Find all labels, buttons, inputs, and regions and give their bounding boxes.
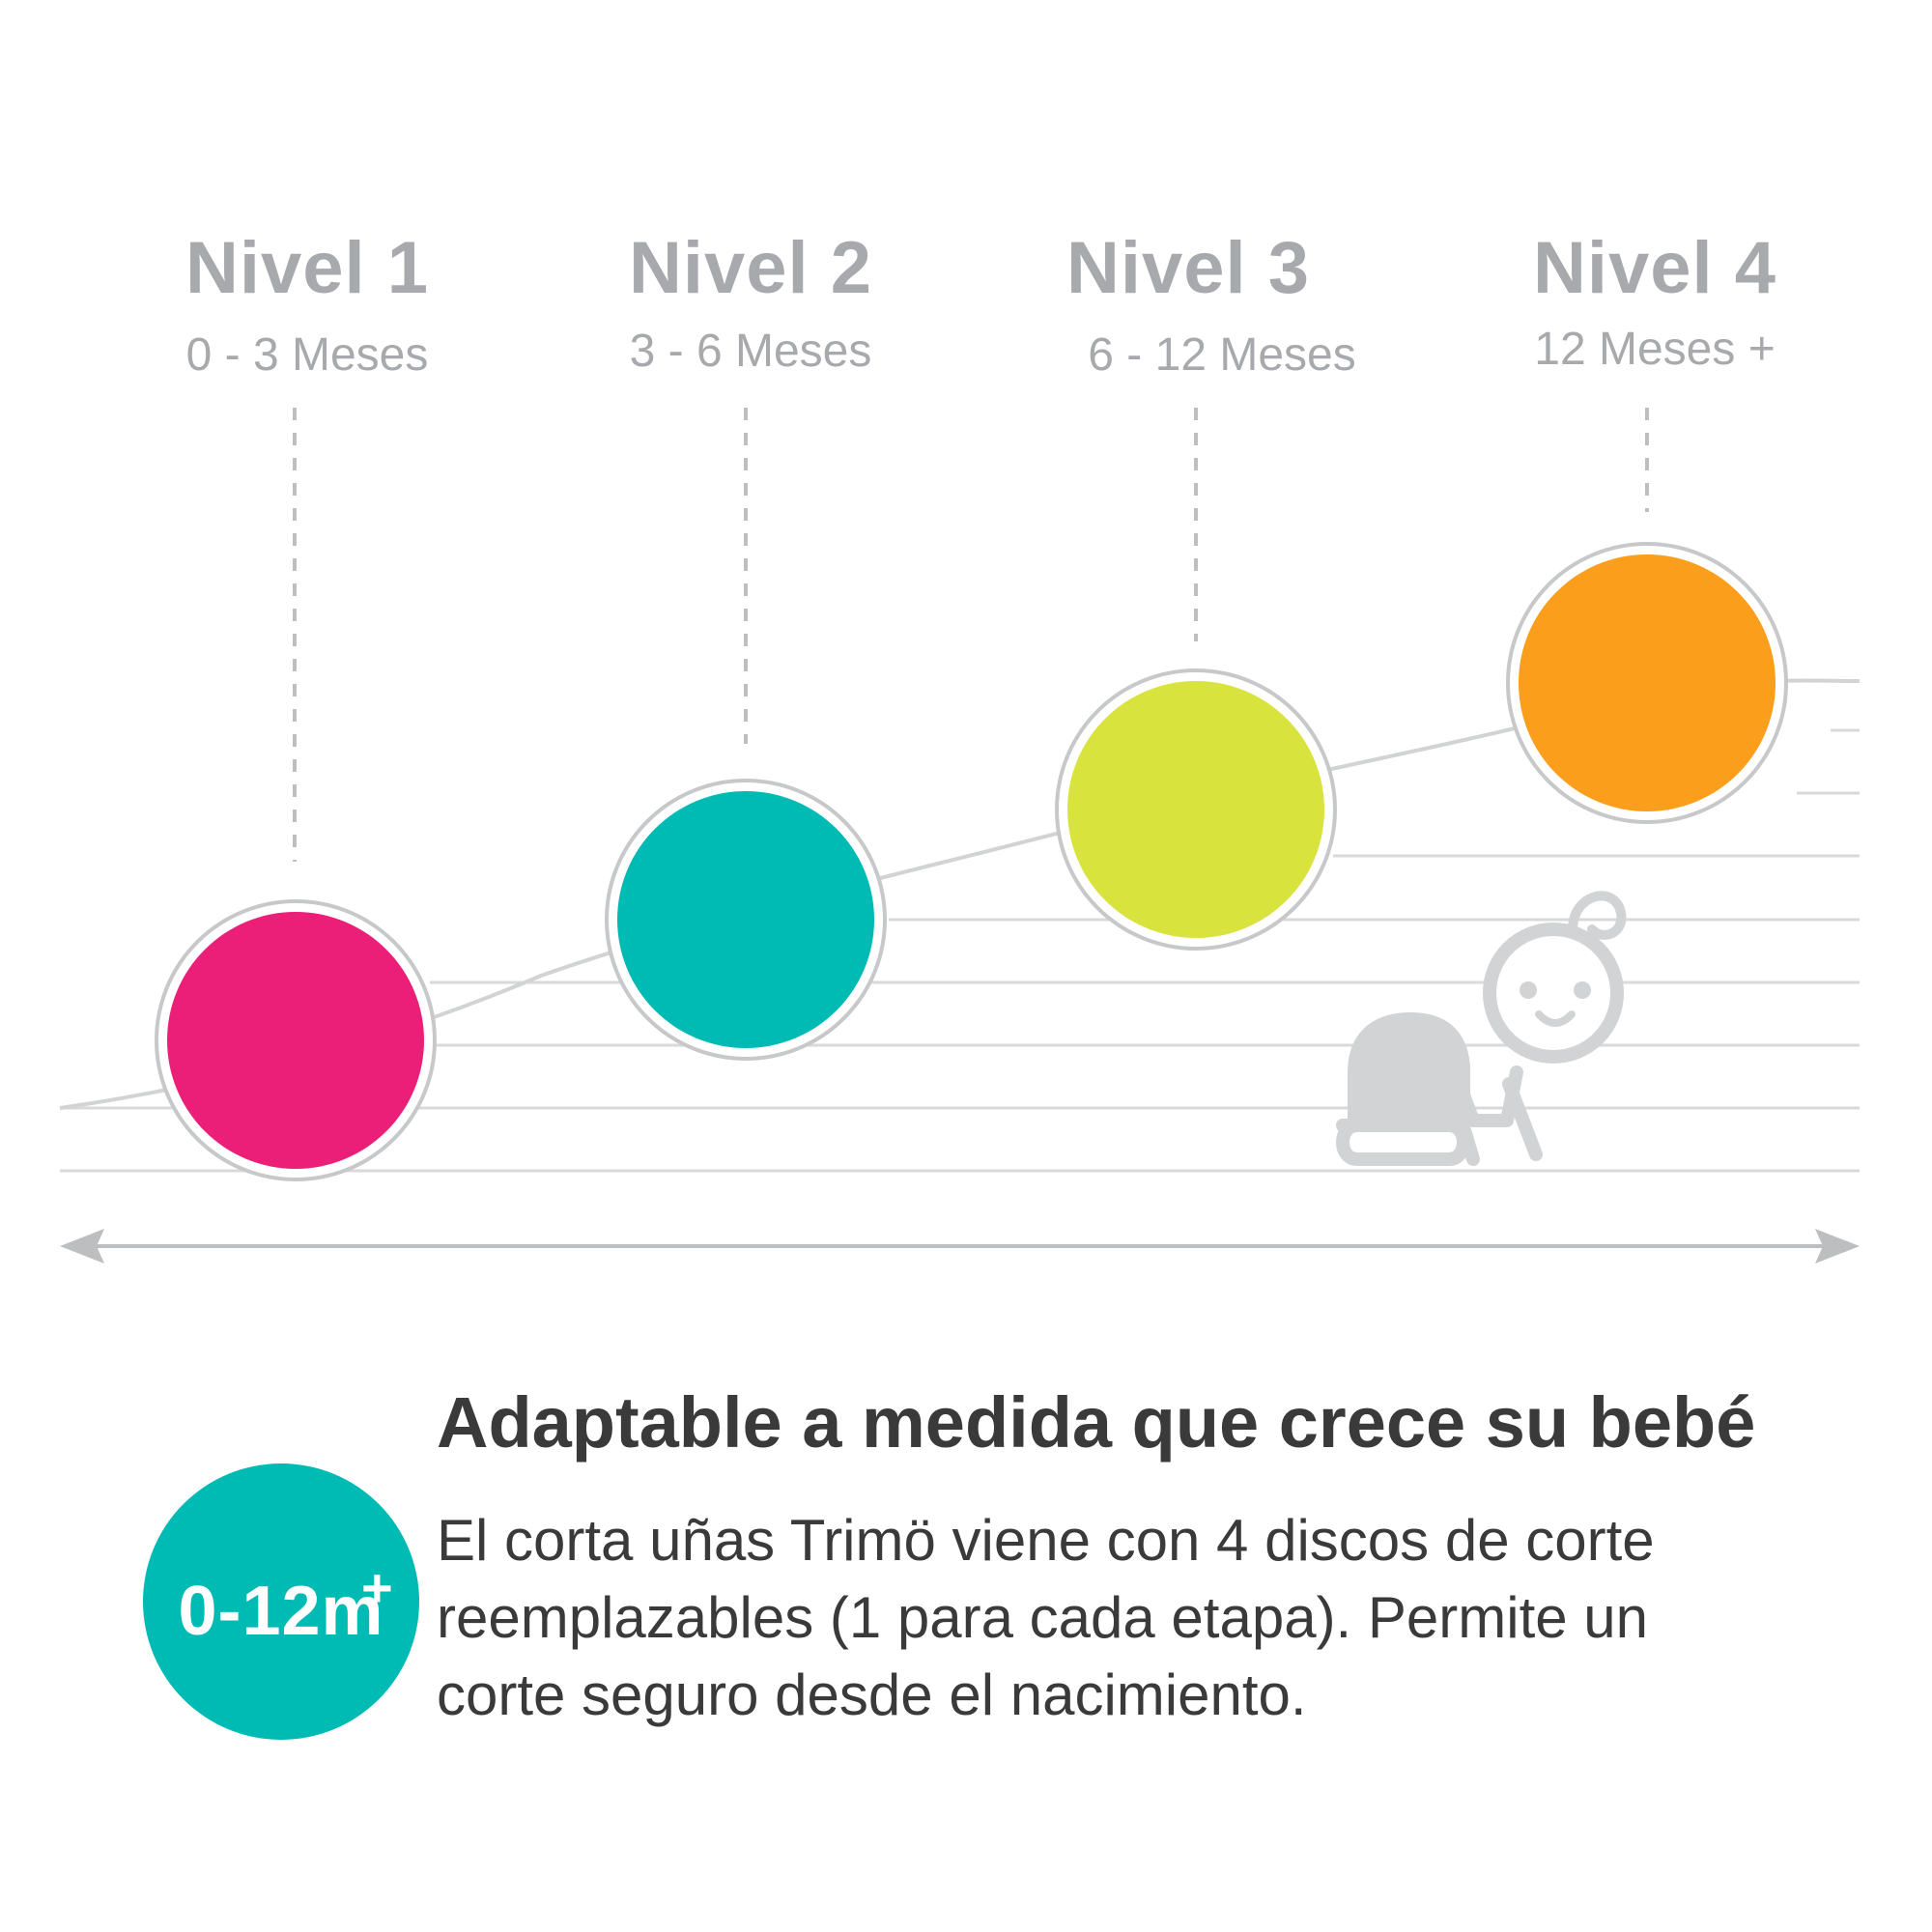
level-1-title: Nivel 1: [185, 227, 430, 309]
crawling-baby-icon: [1336, 891, 1627, 1166]
description-line-2: reemplazables (1 para cada etapa). Permi…: [437, 1585, 1649, 1650]
double-headed-arrow-icon: [60, 1229, 1860, 1264]
arrow-head-left: [60, 1229, 104, 1264]
disc-lime: [1067, 681, 1324, 938]
disc-pink: [167, 912, 424, 1169]
age-badge-plus: +: [361, 1557, 393, 1618]
dashed-connectors: [293, 408, 1649, 862]
level-disc-3: [1055, 668, 1337, 951]
level-4-range: 12 Meses +: [1534, 324, 1776, 375]
baby-head: [1483, 923, 1624, 1064]
baby-curl: [1568, 891, 1627, 940]
baby-body: [1348, 1012, 1470, 1121]
disc-orange: [1519, 554, 1776, 811]
growth-chart-graphic: [59, 408, 1861, 1264]
baby-smile: [1535, 1010, 1576, 1027]
age-badge: 0-12m +: [143, 1463, 419, 1740]
level-disc-1: [155, 899, 437, 1181]
level-disc-2: [605, 779, 887, 1061]
level-2-title: Nivel 2: [628, 227, 873, 309]
level-disc-4: [1506, 542, 1788, 824]
level-3-title: Nivel 3: [1065, 227, 1311, 309]
baby-back-leg: [1336, 1119, 1470, 1166]
level-4-title: Nivel 4: [1532, 227, 1777, 309]
description: El corta uñas Trimö viene con 4 discos d…: [437, 1502, 1915, 1734]
level-2-range: 3 - 6 Meses: [629, 326, 872, 377]
age-badge-text: 0-12m: [178, 1573, 384, 1650]
level-3-range: 6 - 12 Meses: [1088, 329, 1356, 381]
level-1-range: 0 - 3 Meses: [185, 329, 429, 381]
baby-eye-right: [1574, 981, 1591, 999]
disc-teal: [617, 791, 874, 1048]
baby-front-arm: [1502, 1077, 1543, 1161]
description-line-1: El corta uñas Trimö viene con 4 discos d…: [437, 1508, 1655, 1573]
description-line-3: corte seguro desde el nacimiento.: [437, 1662, 1307, 1727]
headline: Adaptable a medida que crece su bebé: [437, 1382, 1756, 1463]
arrow-head-right: [1815, 1229, 1860, 1264]
baby-eye-left: [1520, 981, 1537, 999]
baby-back-arm: [1452, 1104, 1480, 1166]
